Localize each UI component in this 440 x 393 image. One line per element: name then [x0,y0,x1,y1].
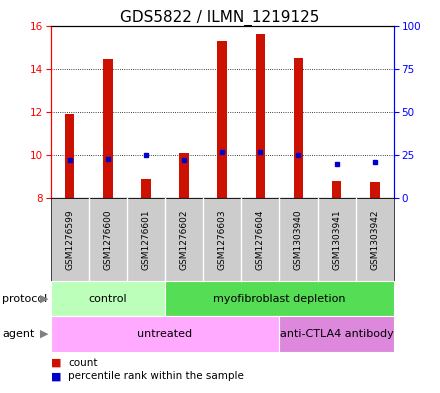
Bar [370,182,379,198]
Bar [180,153,189,198]
Text: ■: ■ [51,371,61,381]
Text: GSM1303942: GSM1303942 [370,209,379,270]
Bar [256,34,265,198]
Text: control: control [88,294,127,304]
Text: anti-CTLA4 antibody: anti-CTLA4 antibody [280,329,393,339]
Text: GSM1276603: GSM1276603 [218,209,227,270]
Text: GSM1276600: GSM1276600 [103,209,112,270]
Text: percentile rank within the sample: percentile rank within the sample [68,371,244,381]
Bar [332,181,341,198]
Text: GSM1276602: GSM1276602 [180,209,189,270]
Text: agent: agent [2,329,35,339]
Text: ■: ■ [51,358,61,367]
Bar [103,59,113,198]
Text: GSM1303941: GSM1303941 [332,209,341,270]
Bar [141,179,150,198]
Text: GSM1276601: GSM1276601 [141,209,150,270]
Text: ▶: ▶ [40,329,48,339]
Text: GSM1276604: GSM1276604 [256,209,265,270]
Bar [65,114,74,198]
Text: ▶: ▶ [40,294,48,304]
Text: GSM1276599: GSM1276599 [65,209,74,270]
Bar [294,58,303,198]
Text: untreated: untreated [137,329,193,339]
Text: myofibroblast depletion: myofibroblast depletion [213,294,346,304]
Text: GSM1303940: GSM1303940 [294,209,303,270]
Text: protocol: protocol [2,294,48,304]
Bar [217,40,227,198]
Text: GDS5822 / ILMN_1219125: GDS5822 / ILMN_1219125 [120,10,320,26]
Text: count: count [68,358,98,367]
